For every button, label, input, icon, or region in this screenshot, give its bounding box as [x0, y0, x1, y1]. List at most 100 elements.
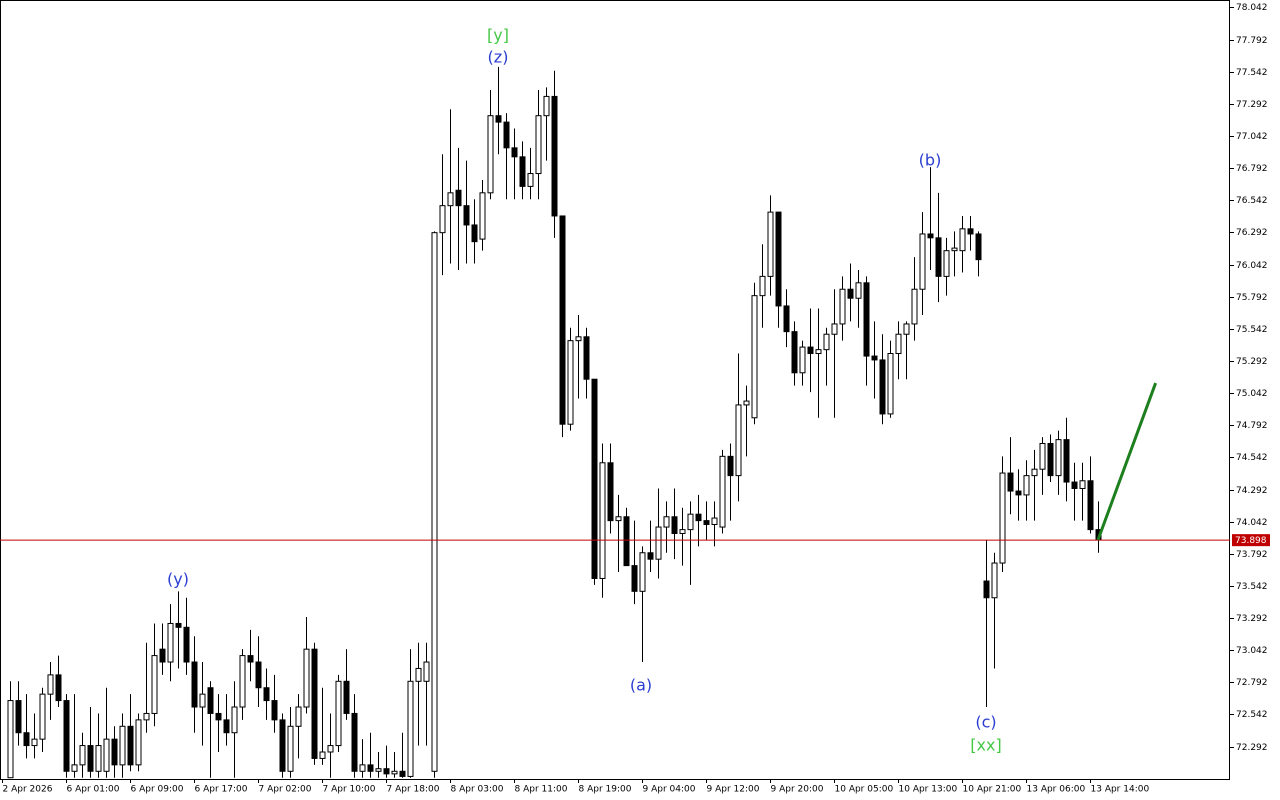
candle-body: [719, 455, 726, 528]
y-tick-label: 77.792: [1236, 36, 1268, 46]
plot-frame: [0, 0, 1230, 780]
candle-body: [263, 687, 270, 702]
wave-label: (b): [919, 151, 942, 170]
y-tick-label: 73.042: [1236, 646, 1268, 656]
candle-body: [111, 738, 118, 766]
y-tick-label: 74.292: [1236, 486, 1268, 496]
x-tick-label: 7 Apr 10:00: [323, 785, 376, 795]
candle-body: [199, 693, 206, 708]
candle-body: [1087, 480, 1094, 531]
candle-body: [503, 121, 510, 149]
wave-label: (a): [630, 676, 652, 695]
x-tick-label: 9 Apr 20:00: [771, 785, 824, 795]
candle-body: [671, 516, 678, 534]
candle-body: [127, 725, 134, 766]
candle-body: [447, 192, 454, 207]
candle-body: [575, 336, 582, 342]
x-tick-label: 6 Apr 01:00: [67, 785, 120, 795]
x-tick-label: 2 Apr 2026: [3, 785, 53, 795]
candle-body: [775, 211, 782, 307]
candle-body: [55, 674, 62, 702]
candle-body: [1055, 439, 1062, 477]
candle-body: [63, 700, 70, 772]
candle-body: [607, 462, 614, 522]
candle-body: [863, 282, 870, 357]
candle-body: [239, 655, 246, 708]
candle-body: [47, 674, 54, 695]
wave-label: (z): [488, 48, 509, 67]
candle-body: [983, 580, 990, 599]
x-tick-label: 10 Apr 05:00: [835, 785, 894, 795]
candle-body: [391, 770, 398, 775]
candle-body: [879, 359, 886, 415]
y-tick-label: 77.542: [1236, 68, 1268, 78]
candle-body: [87, 745, 94, 772]
candle-body: [535, 115, 542, 175]
candle-body: [887, 353, 894, 415]
y-tick-label: 73.542: [1236, 582, 1268, 592]
y-tick-label: 77.292: [1236, 100, 1268, 110]
candle-body: [415, 667, 422, 682]
candle-body: [431, 232, 438, 772]
candle-body: [439, 205, 446, 234]
candle-body: [1047, 442, 1054, 477]
y-tick-label: 74.792: [1236, 421, 1268, 431]
forecast-arrow: [1096, 382, 1158, 541]
candle-body: [319, 751, 326, 759]
candle-body: [943, 250, 950, 277]
candle-body: [903, 323, 910, 335]
candle-body: [191, 661, 198, 708]
candle-body: [367, 764, 374, 772]
candle-body: [999, 472, 1006, 564]
candle-body: [295, 706, 302, 727]
x-tick-label: 8 Apr 03:00: [451, 785, 504, 795]
y-tick-label: 76.792: [1236, 164, 1268, 174]
candle-body: [343, 680, 350, 714]
y-tick-label: 72.792: [1236, 678, 1268, 688]
candle-body: [359, 764, 366, 772]
candle-body: [231, 706, 238, 734]
candle-body: [375, 768, 382, 772]
candle-body: [1023, 475, 1030, 496]
candle-body: [175, 622, 182, 628]
x-tick-label: 9 Apr 04:00: [643, 785, 696, 795]
candle-body: [1039, 442, 1046, 470]
candle-body: [143, 712, 150, 721]
candle-body: [183, 626, 190, 663]
y-tick-label: 77.042: [1236, 132, 1268, 142]
y-tick-label: 76.042: [1236, 261, 1268, 271]
candle-body: [647, 552, 654, 560]
candle-body: [463, 205, 470, 226]
y-tick-label: 72.542: [1236, 710, 1268, 720]
candle-body: [135, 719, 142, 766]
candle-body: [823, 333, 830, 351]
candle-body: [287, 725, 294, 772]
candle-body: [1015, 490, 1022, 496]
candle-body: [495, 115, 502, 123]
y-tick-label: 76.542: [1236, 196, 1268, 206]
candle-body: [207, 687, 214, 714]
candle-body: [23, 732, 30, 747]
candle-body: [159, 648, 166, 663]
y-tick-label: 75.292: [1236, 357, 1268, 367]
candle-body: [743, 400, 750, 406]
x-tick-label: 7 Apr 18:00: [387, 785, 440, 795]
candle-body: [839, 288, 846, 325]
candle-body: [991, 562, 998, 599]
candle-body: [927, 233, 934, 239]
x-tick-label: 7 Apr 02:00: [259, 785, 312, 795]
candle-body: [551, 95, 558, 217]
candle-body: [31, 738, 38, 747]
candle-body: [487, 115, 494, 194]
candle-body: [911, 288, 918, 325]
candle-body: [335, 680, 342, 747]
candle-body: [407, 680, 414, 777]
candle-body: [303, 648, 310, 708]
candle-body: [311, 648, 318, 759]
x-tick-label: 13 Apr 14:00: [1091, 785, 1150, 795]
candle-body: [951, 247, 958, 252]
candle-body: [727, 455, 734, 477]
candle-body: [511, 147, 518, 158]
